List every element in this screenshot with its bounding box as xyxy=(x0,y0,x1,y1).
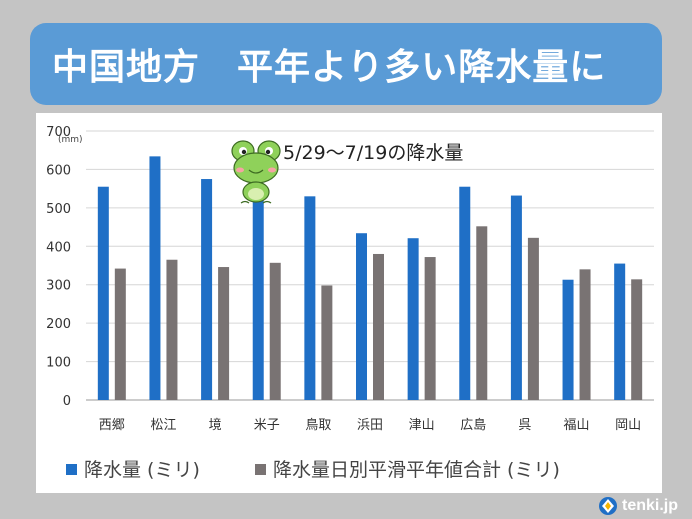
bar-observed xyxy=(562,279,574,400)
y-tick-label: 0 xyxy=(63,394,71,409)
x-tick-label: 呉 xyxy=(518,418,531,433)
legend-label-observed: 降水量 (ミリ) xyxy=(84,459,200,481)
bar-observed xyxy=(614,263,626,400)
y-tick-label: 300 xyxy=(46,279,71,294)
frog-mascot-icon xyxy=(231,140,281,204)
bar-observed xyxy=(356,233,367,400)
bar-normal xyxy=(579,269,591,400)
legend: 降水量 (ミリ) 降水量日別平滑平年値合計 (ミリ) xyxy=(66,459,560,481)
y-tick-label: 400 xyxy=(46,240,71,255)
bar-observed xyxy=(149,156,161,400)
bar-normal xyxy=(527,237,539,400)
legend-swatch-observed xyxy=(66,464,77,475)
page-title: 中国地方 平年より多い降水量に xyxy=(52,47,607,88)
bar-observed xyxy=(201,179,213,400)
bar-observed xyxy=(459,186,471,400)
x-tick-label: 福山 xyxy=(564,418,590,433)
bar-normal xyxy=(218,267,230,400)
x-tick-label: 松江 xyxy=(150,418,176,433)
y-tick-label: 600 xyxy=(46,163,71,178)
x-tick-label: 岡山 xyxy=(615,418,641,433)
bar-observed xyxy=(407,238,419,400)
tenki-logo-icon xyxy=(598,497,617,515)
y-tick-label: 500 xyxy=(46,202,71,217)
y-tick-label: 200 xyxy=(46,317,71,332)
bar-normal xyxy=(373,253,384,400)
bar-observed xyxy=(304,196,316,400)
chart-panel: 0 100 200 300 400 500 600 700 (mm) 西郷 松江 境 米子 鳥取 浜田 津… xyxy=(36,113,662,493)
bar-normal xyxy=(114,268,126,400)
x-tick-label: 津山 xyxy=(409,418,435,433)
x-tick-label: 鳥取 xyxy=(305,418,331,433)
brand-name: tenki.jp xyxy=(621,497,678,514)
bar-normal xyxy=(269,262,281,400)
bar-observed xyxy=(510,195,522,400)
y-tick-label: 100 xyxy=(46,356,71,371)
bar-normal xyxy=(321,285,333,400)
y-axis-unit-label: (mm) xyxy=(58,135,83,145)
x-tick-label: 広島 xyxy=(460,418,486,433)
x-tick-label: 浜田 xyxy=(357,418,383,433)
bar-normal xyxy=(476,226,488,400)
bar-chart: 0 100 200 300 400 500 600 700 (mm) 西郷 松江 境 米子 鳥取 浜田 津… xyxy=(46,125,654,481)
bar-observed xyxy=(97,186,109,400)
x-tick-label: 境 xyxy=(209,418,222,433)
y-tick-label: 700 xyxy=(46,125,71,140)
chart-title: 5/29～7/19の降水量 xyxy=(283,142,463,164)
x-tick-label: 西郷 xyxy=(99,418,125,433)
bar-observed xyxy=(252,200,264,400)
bar-normal xyxy=(631,279,643,400)
title-banner: 中国地方 平年より多い降水量に xyxy=(30,23,662,105)
bar-normal xyxy=(166,259,178,400)
x-tick-label: 米子 xyxy=(254,418,280,433)
brand-logo: tenki.jp xyxy=(598,496,678,516)
bar-normal xyxy=(424,257,436,400)
legend-swatch-normal xyxy=(255,464,266,475)
legend-label-normal: 降水量日別平滑平年値合計 (ミリ) xyxy=(273,459,560,481)
